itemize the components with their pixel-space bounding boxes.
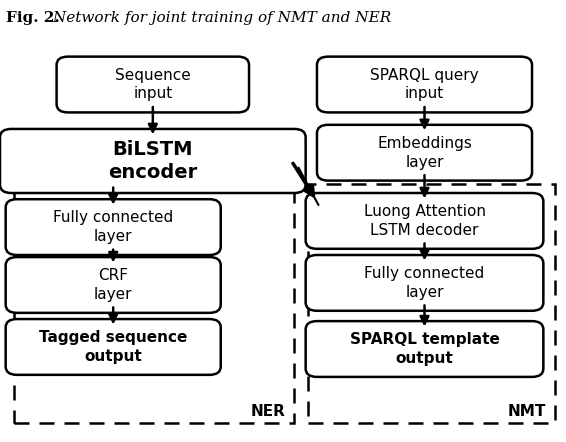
Text: Tagged sequence
output: Tagged sequence output xyxy=(39,330,187,364)
FancyBboxPatch shape xyxy=(6,199,221,255)
FancyBboxPatch shape xyxy=(0,129,306,193)
Text: SPARQL query
input: SPARQL query input xyxy=(370,68,479,101)
FancyBboxPatch shape xyxy=(306,321,543,377)
FancyBboxPatch shape xyxy=(6,319,221,375)
Text: SPARQL template
output: SPARQL template output xyxy=(350,332,499,366)
Text: Network for joint training of NMT and NER: Network for joint training of NMT and NE… xyxy=(48,11,391,25)
Text: Fully connected
layer: Fully connected layer xyxy=(53,210,173,244)
Text: Fig. 2.: Fig. 2. xyxy=(6,11,59,25)
FancyBboxPatch shape xyxy=(6,257,221,313)
FancyBboxPatch shape xyxy=(317,57,532,112)
Text: NMT: NMT xyxy=(508,404,546,419)
Text: Sequence
input: Sequence input xyxy=(115,68,191,101)
Text: Luong Attention
LSTM decoder: Luong Attention LSTM decoder xyxy=(363,204,486,238)
FancyBboxPatch shape xyxy=(317,125,532,181)
Text: CRF
layer: CRF layer xyxy=(94,268,132,302)
FancyBboxPatch shape xyxy=(306,193,543,249)
FancyBboxPatch shape xyxy=(57,57,249,112)
Text: Embeddings
layer: Embeddings layer xyxy=(377,136,472,170)
FancyBboxPatch shape xyxy=(306,255,543,311)
Text: NER: NER xyxy=(251,404,286,419)
Text: BiLSTM
encoder: BiLSTM encoder xyxy=(108,140,198,182)
Text: Fully connected
layer: Fully connected layer xyxy=(365,266,484,300)
